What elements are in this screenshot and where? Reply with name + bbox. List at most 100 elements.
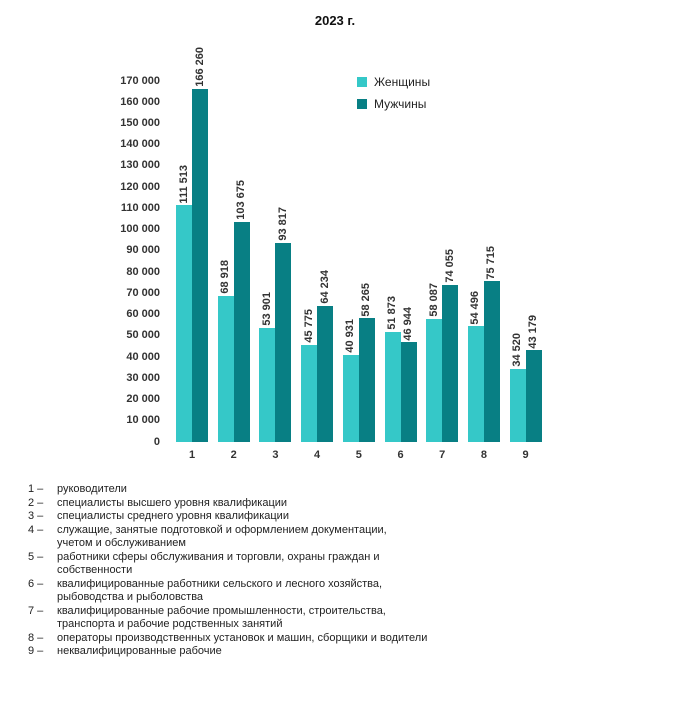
value-label-men-category-4: 64 234 (318, 269, 331, 304)
footnote-item-3: 3 – специалисты среднего уровня квалифика… (28, 510, 648, 524)
footnote-item-6: 6 – квалифицированные работники сельского… (28, 578, 648, 605)
bar-men-category-6 (400, 342, 417, 442)
footnote-text: специалисты высшего уровня квалификации (57, 496, 288, 509)
legend-label-women: Женщины (374, 75, 431, 89)
women-color-swatch (357, 77, 367, 87)
value-label-women-category-1: 111 513 (177, 164, 190, 204)
y-axis-tick-label: 140 000 (120, 138, 160, 151)
men-color-swatch (357, 99, 367, 109)
value-label-women-category-5: 40 931 (344, 319, 357, 354)
bar-men-category-1 (192, 88, 208, 442)
y-axis-tick-label: 10 000 (126, 414, 160, 427)
value-label-men-category-3: 93 817 (276, 207, 289, 241)
x-axis-tick-label-7: 7 (439, 449, 446, 461)
bar-women-category-5 (342, 355, 359, 442)
value-label-men-category-6: 46 944 (402, 306, 414, 341)
footnote-item-4: 4 – служащие, занятые подготовкой и оформ… (28, 524, 648, 551)
footnote-marker: 4 – (28, 523, 44, 536)
footnote-item-1: 1 – руководители (28, 483, 648, 497)
footnote-marker: 1 – (28, 483, 44, 495)
y-axis-tick-label: 40 000 (126, 350, 160, 363)
footnote-text: работники сферы обслуживания и торговли,… (57, 550, 380, 577)
value-label-women-category-7: 58 087 (427, 283, 440, 317)
value-label-women-category-9: 34 520 (511, 333, 524, 367)
y-axis-tick-label: 90 000 (126, 244, 160, 257)
y-axis-tick-label: 150 000 (120, 116, 160, 129)
footnote-marker: 3 – (28, 510, 44, 522)
footnote-text: операторы производственных установок и м… (57, 631, 428, 644)
y-axis-tick-label: 50 000 (126, 329, 160, 342)
footnote-item-5: 5 – работники сферы обслуживания и торгов… (28, 551, 648, 578)
bar-men-category-8 (483, 281, 500, 442)
y-axis-tick-label: 70 000 (126, 286, 160, 299)
bar-men-category-9 (525, 350, 542, 442)
footnote-text: специалисты среднего уровня квалификации (57, 510, 289, 522)
x-axis-tick-label-8: 8 (480, 449, 487, 461)
bar-men-category-4 (317, 305, 334, 442)
value-label-men-category-5: 58 265 (360, 282, 373, 317)
y-axis-tick-label: 160 000 (120, 95, 160, 108)
footnote-marker: 8 – (28, 631, 44, 644)
footnote-item-7: 7 – квалифицированные рабочие промышленно… (28, 605, 648, 632)
y-axis-tick-label: 80 000 (126, 265, 160, 278)
bar-women-category-8 (467, 326, 484, 442)
y-axis-tick-label: 20 000 (126, 393, 160, 406)
bar-women-category-3 (259, 327, 276, 442)
x-axis-tick-label-2: 2 (230, 449, 237, 461)
footnote-marker: 9 – (28, 645, 44, 657)
x-axis-tick-label-1: 1 (188, 449, 196, 461)
legend-item-men: Мужчины (357, 97, 430, 111)
value-label-women-category-6: 51 873 (386, 296, 398, 330)
y-axis-tick-label: 130 000 (120, 159, 160, 172)
value-label-women-category-8: 54 496 (469, 290, 482, 325)
legend-item-women: Женщины (357, 75, 430, 89)
footnote-text: руководители (57, 483, 127, 495)
footnote-marker: 6 – (28, 577, 44, 590)
value-label-men-category-9: 43 179 (527, 314, 540, 349)
footnote-text: квалифицированные работники сельского и … (57, 577, 383, 604)
value-label-women-category-3: 53 901 (260, 291, 273, 326)
bar-women-category-6 (384, 331, 401, 442)
value-label-men-category-7: 74 055 (443, 249, 456, 283)
legend: Женщины Мужчины (357, 75, 430, 119)
value-label-women-category-4: 45 775 (302, 309, 315, 343)
footnotes: 1 – руководители 2 – специалисты высшего ур… (28, 483, 648, 659)
footnote-text: служащие, занятые подготовкой и оформлен… (57, 523, 387, 550)
bar-women-category-2 (217, 295, 234, 442)
y-axis-tick-label: 170 000 (120, 74, 160, 87)
footnote-marker: 5 – (28, 550, 44, 563)
x-axis-tick-label-5: 5 (355, 449, 362, 461)
value-label-women-category-2: 68 918 (219, 260, 232, 294)
x-axis-tick-label-4: 4 (314, 449, 321, 461)
value-label-men-category-8: 75 715 (485, 245, 498, 280)
x-axis-tick-label-3: 3 (272, 449, 279, 461)
chart-title: 2023 г. (314, 13, 356, 28)
y-axis-tick-label: 100 000 (120, 223, 160, 236)
bar-men-category-2 (233, 221, 250, 442)
bar-men-category-3 (275, 242, 292, 442)
footnote-marker: 2 – (28, 496, 44, 509)
bar-men-category-5 (358, 318, 375, 442)
footnote-item-8: 8 – операторы производственных установок … (28, 632, 648, 646)
footnote-item-2: 2 – специалисты высшего уровня квалификац… (28, 497, 648, 511)
bar-women-category-7 (426, 318, 443, 442)
footnote-text: неквалифицированные рабочие (57, 645, 222, 657)
x-axis-tick-label-6: 6 (397, 449, 404, 461)
bar-men-category-7 (442, 284, 459, 442)
y-axis-tick-label: 110 000 (120, 201, 160, 214)
y-axis-tick-label: 30 000 (126, 371, 160, 384)
legend-label-men: Мужчины (374, 97, 427, 111)
footnote-marker: 7 – (28, 604, 44, 617)
y-axis-tick-label: 0 (153, 435, 160, 448)
y-axis-tick-label: 60 000 (126, 308, 160, 321)
bar-women-category-9 (509, 368, 526, 442)
value-label-men-category-2: 103 675 (235, 180, 248, 220)
footnote-item-9: 9 – неквалифицированные рабочие (28, 645, 648, 659)
x-axis-tick-label-9: 9 (522, 449, 529, 461)
footnote-text: квалифицированные рабочие промышленности… (57, 604, 386, 631)
bar-women-category-1 (176, 205, 192, 442)
value-label-men-category-1: 166 260 (193, 47, 206, 87)
bar-women-category-4 (301, 344, 318, 442)
